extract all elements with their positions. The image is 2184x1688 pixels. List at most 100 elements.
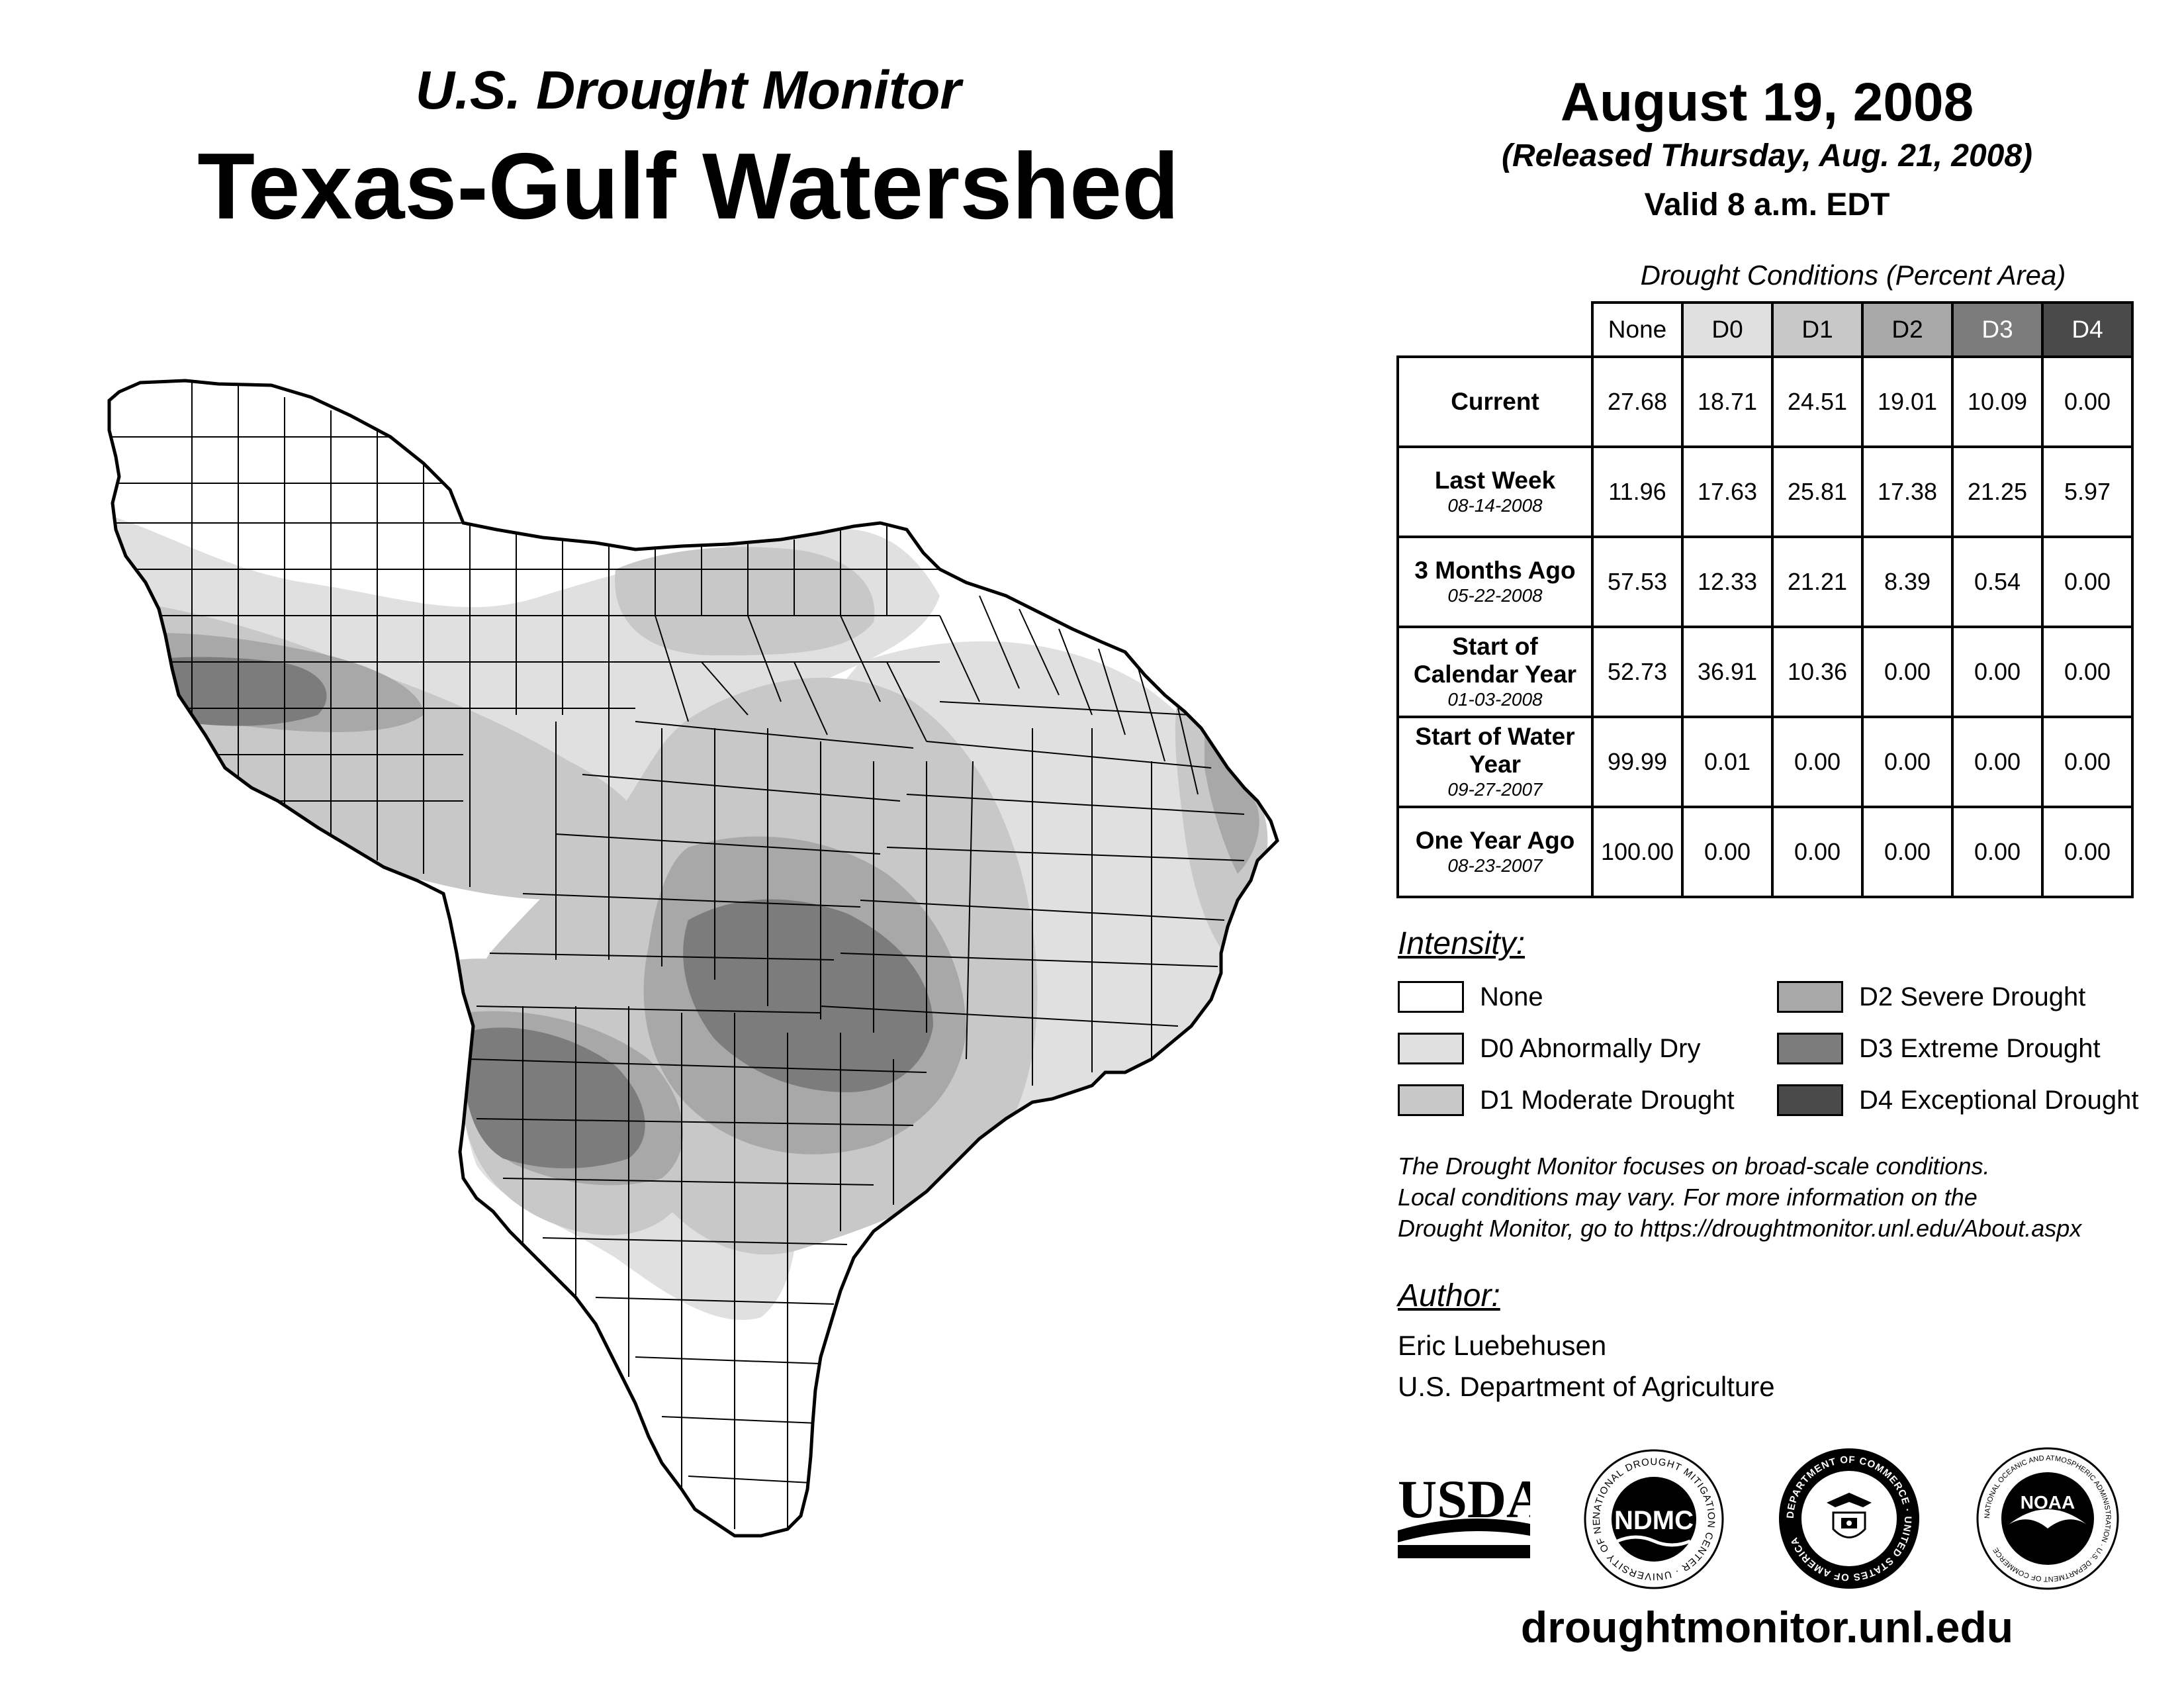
author-heading: Author: bbox=[1398, 1278, 1500, 1313]
col-header-none: None bbox=[1591, 301, 1684, 358]
row-label-current: Current bbox=[1396, 355, 1594, 448]
cell-value: 8.39 bbox=[1861, 536, 1954, 628]
author-info: Eric Luebehusen U.S. Department of Agric… bbox=[1398, 1325, 1775, 1407]
website-url[interactable]: droughtmonitor.unl.edu bbox=[1520, 1603, 2014, 1652]
disclaimer-note: The Drought Monitor focuses on broad-sca… bbox=[1398, 1150, 2165, 1244]
drought-conditions-table: None D0 D1 D2 D3 D4 Current 27.68 18.71 … bbox=[1396, 301, 2134, 898]
cell-value: 21.25 bbox=[1951, 445, 2044, 538]
row-label-start-of-water-year: Start of Water Year 09-27-2007 bbox=[1396, 716, 1594, 808]
table-row: Current 27.68 18.71 24.51 19.01 10.09 0.… bbox=[1396, 355, 2134, 448]
legend-swatch bbox=[1777, 981, 1843, 1013]
row-date: 08-23-2007 bbox=[1447, 855, 1543, 876]
cell-value: 18.71 bbox=[1681, 355, 1774, 448]
cell-value: 0.00 bbox=[1861, 626, 1954, 718]
map-title: Texas-Gulf Watershed bbox=[197, 134, 1179, 239]
cell-value: 0.00 bbox=[2041, 716, 2134, 808]
legend-label: D3 Extreme Drought bbox=[1859, 1033, 2101, 1063]
row-label-last-week: Last Week 08-14-2008 bbox=[1396, 445, 1594, 538]
note-line: Drought Monitor, go to https://droughtmo… bbox=[1398, 1215, 2082, 1242]
row-title: 3 Months Ago bbox=[1414, 557, 1576, 584]
row-date: 08-14-2008 bbox=[1447, 495, 1543, 516]
watershed-map bbox=[86, 371, 1310, 1582]
cell-value: 10.36 bbox=[1771, 626, 1864, 718]
map-subtitle: U.S. Drought Monitor bbox=[415, 60, 962, 120]
commerce-seal: DEPARTMENT OF COMMERCE · UNITED STATES O… bbox=[1779, 1448, 1919, 1589]
row-title: Start of Calendar Year bbox=[1413, 633, 1577, 688]
cell-value: 5.97 bbox=[2041, 445, 2134, 538]
table-row: Start of Water Year 09-27-2007 99.99 0.01… bbox=[1396, 716, 2134, 808]
legend-label: D1 Moderate Drought bbox=[1480, 1085, 1735, 1115]
cell-value: 21.21 bbox=[1771, 536, 1864, 628]
col-header-d1: D1 bbox=[1771, 301, 1864, 358]
cell-value: 0.00 bbox=[2041, 626, 2134, 718]
cell-value: 25.81 bbox=[1771, 445, 1864, 538]
author-name: Eric Luebehusen bbox=[1398, 1330, 1607, 1361]
col-header-d0: D0 bbox=[1681, 301, 1774, 358]
legend-swatch bbox=[1777, 1033, 1843, 1064]
cell-value: 0.00 bbox=[2041, 806, 2134, 898]
legend-label: None bbox=[1480, 982, 1543, 1011]
row-title: Last Week bbox=[1434, 467, 1556, 494]
legend-swatch bbox=[1398, 981, 1464, 1013]
cell-value: 0.00 bbox=[1951, 716, 2044, 808]
legend-item-d0: D0 Abnormally Dry bbox=[1398, 1031, 1700, 1066]
cell-value: 0.00 bbox=[1951, 626, 2044, 718]
cell-value: 100.00 bbox=[1591, 806, 1684, 898]
legend-swatch bbox=[1398, 1084, 1464, 1116]
cell-value: 17.63 bbox=[1681, 445, 1774, 538]
row-title: Start of Water Year bbox=[1415, 723, 1575, 778]
cell-value: 99.99 bbox=[1591, 716, 1684, 808]
legend-swatch bbox=[1777, 1084, 1843, 1116]
usda-logo: USDA bbox=[1398, 1469, 1530, 1558]
table-row: 3 Months Ago 05-22-2008 57.53 12.33 21.21… bbox=[1396, 536, 2134, 628]
cell-value: 57.53 bbox=[1591, 536, 1684, 628]
cell-value: 12.33 bbox=[1681, 536, 1774, 628]
noaa-logo: NATIONAL OCEANIC AND ATMOSPHERIC ADMINIS… bbox=[1976, 1447, 2119, 1590]
legend-label: D4 Exceptional Drought bbox=[1859, 1085, 2139, 1115]
cell-value: 0.00 bbox=[2041, 536, 2134, 628]
col-header-d4: D4 bbox=[2041, 301, 2134, 358]
cell-value: 11.96 bbox=[1591, 445, 1684, 538]
cell-value: 0.00 bbox=[1771, 806, 1864, 898]
note-line: The Drought Monitor focuses on broad-sca… bbox=[1398, 1152, 1990, 1180]
table-caption: Drought Conditions (Percent Area) bbox=[1640, 259, 2066, 291]
cell-value: 17.38 bbox=[1861, 445, 1954, 538]
table-row: Start of Calendar Year 01-03-2008 52.73 3… bbox=[1396, 626, 2134, 718]
legend-item-d2: D2 Severe Drought bbox=[1777, 980, 2085, 1014]
row-date: 09-27-2007 bbox=[1447, 779, 1543, 800]
legend-item-d3: D3 Extreme Drought bbox=[1777, 1031, 2101, 1066]
legend-item-none: None bbox=[1398, 980, 1543, 1014]
cell-value: 52.73 bbox=[1591, 626, 1684, 718]
d3-zone-central bbox=[683, 899, 933, 1092]
cell-value: 0.54 bbox=[1951, 536, 2044, 628]
legend-title: Intensity: bbox=[1398, 926, 1525, 961]
cell-value: 0.00 bbox=[2041, 355, 2134, 448]
valid-time: Valid 8 a.m. EDT bbox=[1644, 187, 1890, 222]
cell-value: 0.01 bbox=[1681, 716, 1774, 808]
cell-value: 0.00 bbox=[1861, 806, 1954, 898]
cell-value: 0.00 bbox=[1861, 716, 1954, 808]
cell-value: 0.00 bbox=[1681, 806, 1774, 898]
d2-zone-east bbox=[1205, 728, 1259, 874]
row-title: Current bbox=[1451, 388, 1539, 415]
cell-value: 24.51 bbox=[1771, 355, 1864, 448]
d1-zone-northeast bbox=[615, 547, 875, 655]
cell-value: 0.00 bbox=[1951, 806, 2044, 898]
noaa-logo-text: NOAA bbox=[2021, 1492, 2075, 1513]
row-date: 01-03-2008 bbox=[1447, 689, 1543, 710]
d3-zone-panhandle bbox=[131, 657, 327, 726]
note-line: Local conditions may vary. For more info… bbox=[1398, 1184, 1978, 1211]
ndmc-logo-text: NDMC bbox=[1614, 1506, 1694, 1535]
table-corner bbox=[1398, 303, 1592, 357]
legend-swatch bbox=[1398, 1033, 1464, 1064]
row-label-3-months-ago: 3 Months Ago 05-22-2008 bbox=[1396, 536, 1594, 628]
col-header-d3: D3 bbox=[1951, 301, 2044, 358]
row-title: One Year Ago bbox=[1415, 827, 1575, 854]
cell-value: 19.01 bbox=[1861, 355, 1954, 448]
cell-value: 27.68 bbox=[1591, 355, 1684, 448]
row-label-one-year-ago: One Year Ago 08-23-2007 bbox=[1396, 806, 1594, 898]
ndmc-logo: NATIONAL DROUGHT MITIGATION CENTER · UNI… bbox=[1583, 1448, 1724, 1589]
legend-label: D0 Abnormally Dry bbox=[1480, 1033, 1701, 1063]
table-row: Last Week 08-14-2008 11.96 17.63 25.81 17… bbox=[1396, 445, 2134, 538]
row-label-start-of-calendar-year: Start of Calendar Year 01-03-2008 bbox=[1396, 626, 1594, 718]
